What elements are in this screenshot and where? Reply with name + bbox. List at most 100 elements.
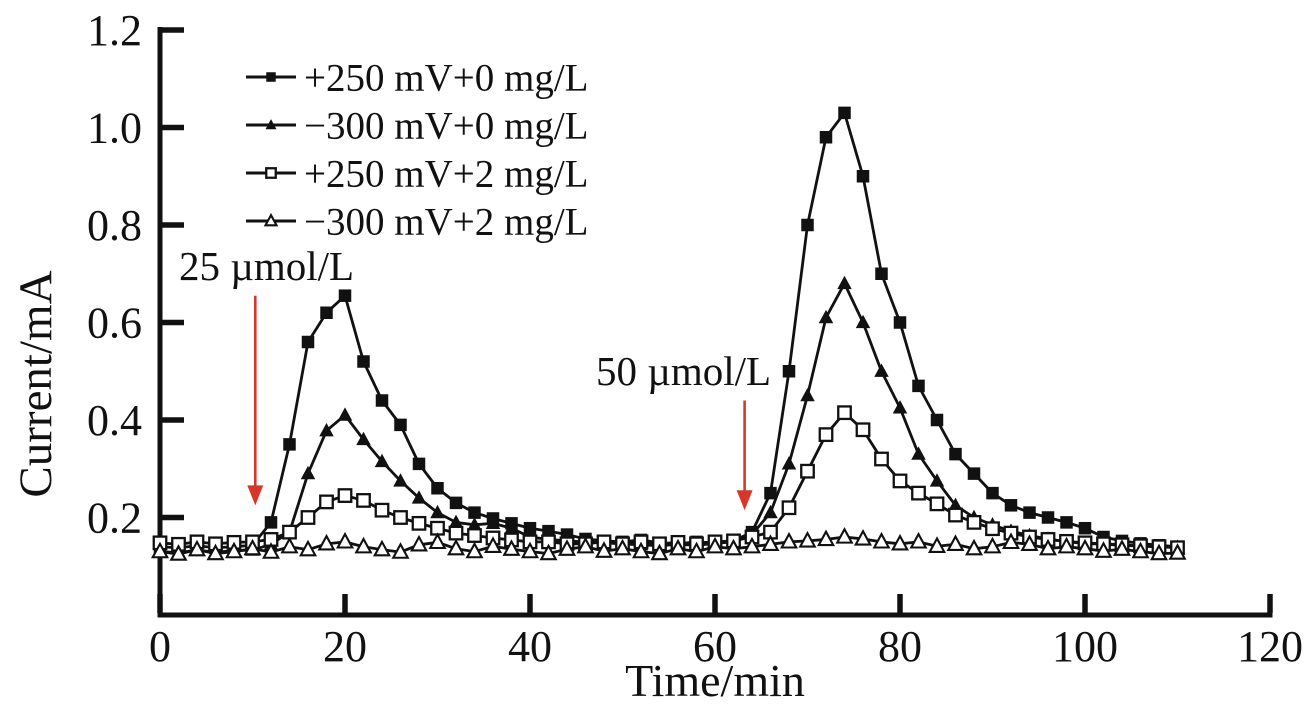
series-3-marker [280,536,299,554]
series-2-marker [948,507,963,523]
series-3-marker [335,531,355,549]
series-2-marker [356,493,371,508]
series-3-marker [224,541,244,559]
series-0-marker [875,267,888,280]
x-tick-label: 60 [693,622,737,671]
series-3-marker [206,543,225,561]
series-2-marker [985,521,1000,537]
series-3-marker [1168,543,1187,560]
legend-marker [263,212,279,227]
series-3-marker [1001,532,1021,550]
series-2-marker [374,502,390,518]
series-3-marker [650,543,669,561]
series-2-marker [929,496,945,512]
series-0-marker [338,289,352,302]
series-0-marker [782,365,796,378]
series-3-marker [317,533,336,551]
series-0-marker [801,218,814,232]
legend-item-1: −300 mV+0 mg/L [246,105,588,148]
series-3-marker [668,538,688,556]
series-3-marker [428,532,447,550]
series-2-marker [337,488,353,503]
series-3-marker [927,536,947,553]
series-0-marker [301,335,315,349]
legend-marker [265,167,277,179]
series-0-marker [412,457,426,471]
series-3-marker [1057,536,1076,554]
series-1-marker [300,465,316,480]
series-3-marker [298,539,318,557]
series-2-marker [282,524,297,540]
series-2-marker [818,427,834,443]
series-0-marker [838,106,851,120]
series-0-marker [468,506,481,519]
series-2-marker [837,405,852,421]
series-0-marker [542,524,555,538]
series-1-marker [337,407,353,421]
series-3-marker [354,536,373,554]
y-tick-label: 1.2 [87,6,142,55]
series-1-marker [818,309,834,324]
series-0-marker [320,306,333,319]
series-3-marker [465,541,484,559]
series-3-marker [502,539,521,556]
series-3-marker [261,542,281,559]
series-3-marker [1131,541,1150,559]
series-2-marker [300,510,316,525]
legend-item-3: −300 mV+2 mg/L [246,201,588,244]
y-tick-label: 0.8 [87,201,142,250]
y-tick-label: 0.2 [87,494,142,543]
series-0-marker [930,413,944,427]
series-3-marker [169,544,188,561]
y-tick-label: 1.0 [87,104,142,153]
series-3-marker [613,538,632,556]
series-2-marker [855,422,871,438]
series-2-marker [467,528,482,543]
series-3-marker [964,538,984,556]
x-tick-label: 80 [878,622,922,671]
annotation-25umol: 25 µmol/L [179,243,355,289]
series-2-marker [800,463,815,479]
series-1-marker [430,504,445,519]
legend-label: +250 mV+2 mg/L [304,153,588,196]
series-3-marker [372,539,392,557]
series-0-marker [912,379,925,393]
series-3-marker [1094,541,1113,558]
series-0-marker [1004,499,1018,512]
series-3-marker [798,530,817,548]
annotation-arrow-0 [247,295,264,506]
series-3-marker [150,541,170,559]
x-tick-label: 100 [1052,622,1118,671]
series-1-marker [874,363,889,377]
series-2-marker [411,515,427,531]
series-3-marker [243,538,262,556]
series-1-marker [411,490,427,504]
series-3-marker [520,541,540,559]
series-3-marker [631,541,651,559]
series-1-marker [504,520,519,534]
x-tick-label: 0 [149,622,171,671]
legend-marker [265,119,277,130]
series-3-marker [687,541,706,559]
series-1-marker [892,400,908,414]
series-3 [150,527,1187,561]
series-3-marker [594,541,614,558]
legend-label: −300 mV+0 mg/L [304,105,588,148]
series-0-marker [1078,521,1092,535]
annotation-50umol: 50 µmol/L [596,348,772,394]
legend-label: +250 mV+0 mg/L [304,57,588,100]
series-2-marker [393,510,408,525]
series-2-marker [874,451,889,467]
series-3-marker [1020,534,1039,551]
series-3-marker [983,536,1002,554]
series-0-marker [449,496,463,510]
series-1-marker [837,275,852,290]
series-3-marker [761,534,780,551]
series-0-marker [1023,506,1036,519]
series-2-marker [448,525,464,541]
series-3-marker [742,536,762,554]
series-0-marker [949,447,962,461]
series-3-marker [890,533,910,551]
